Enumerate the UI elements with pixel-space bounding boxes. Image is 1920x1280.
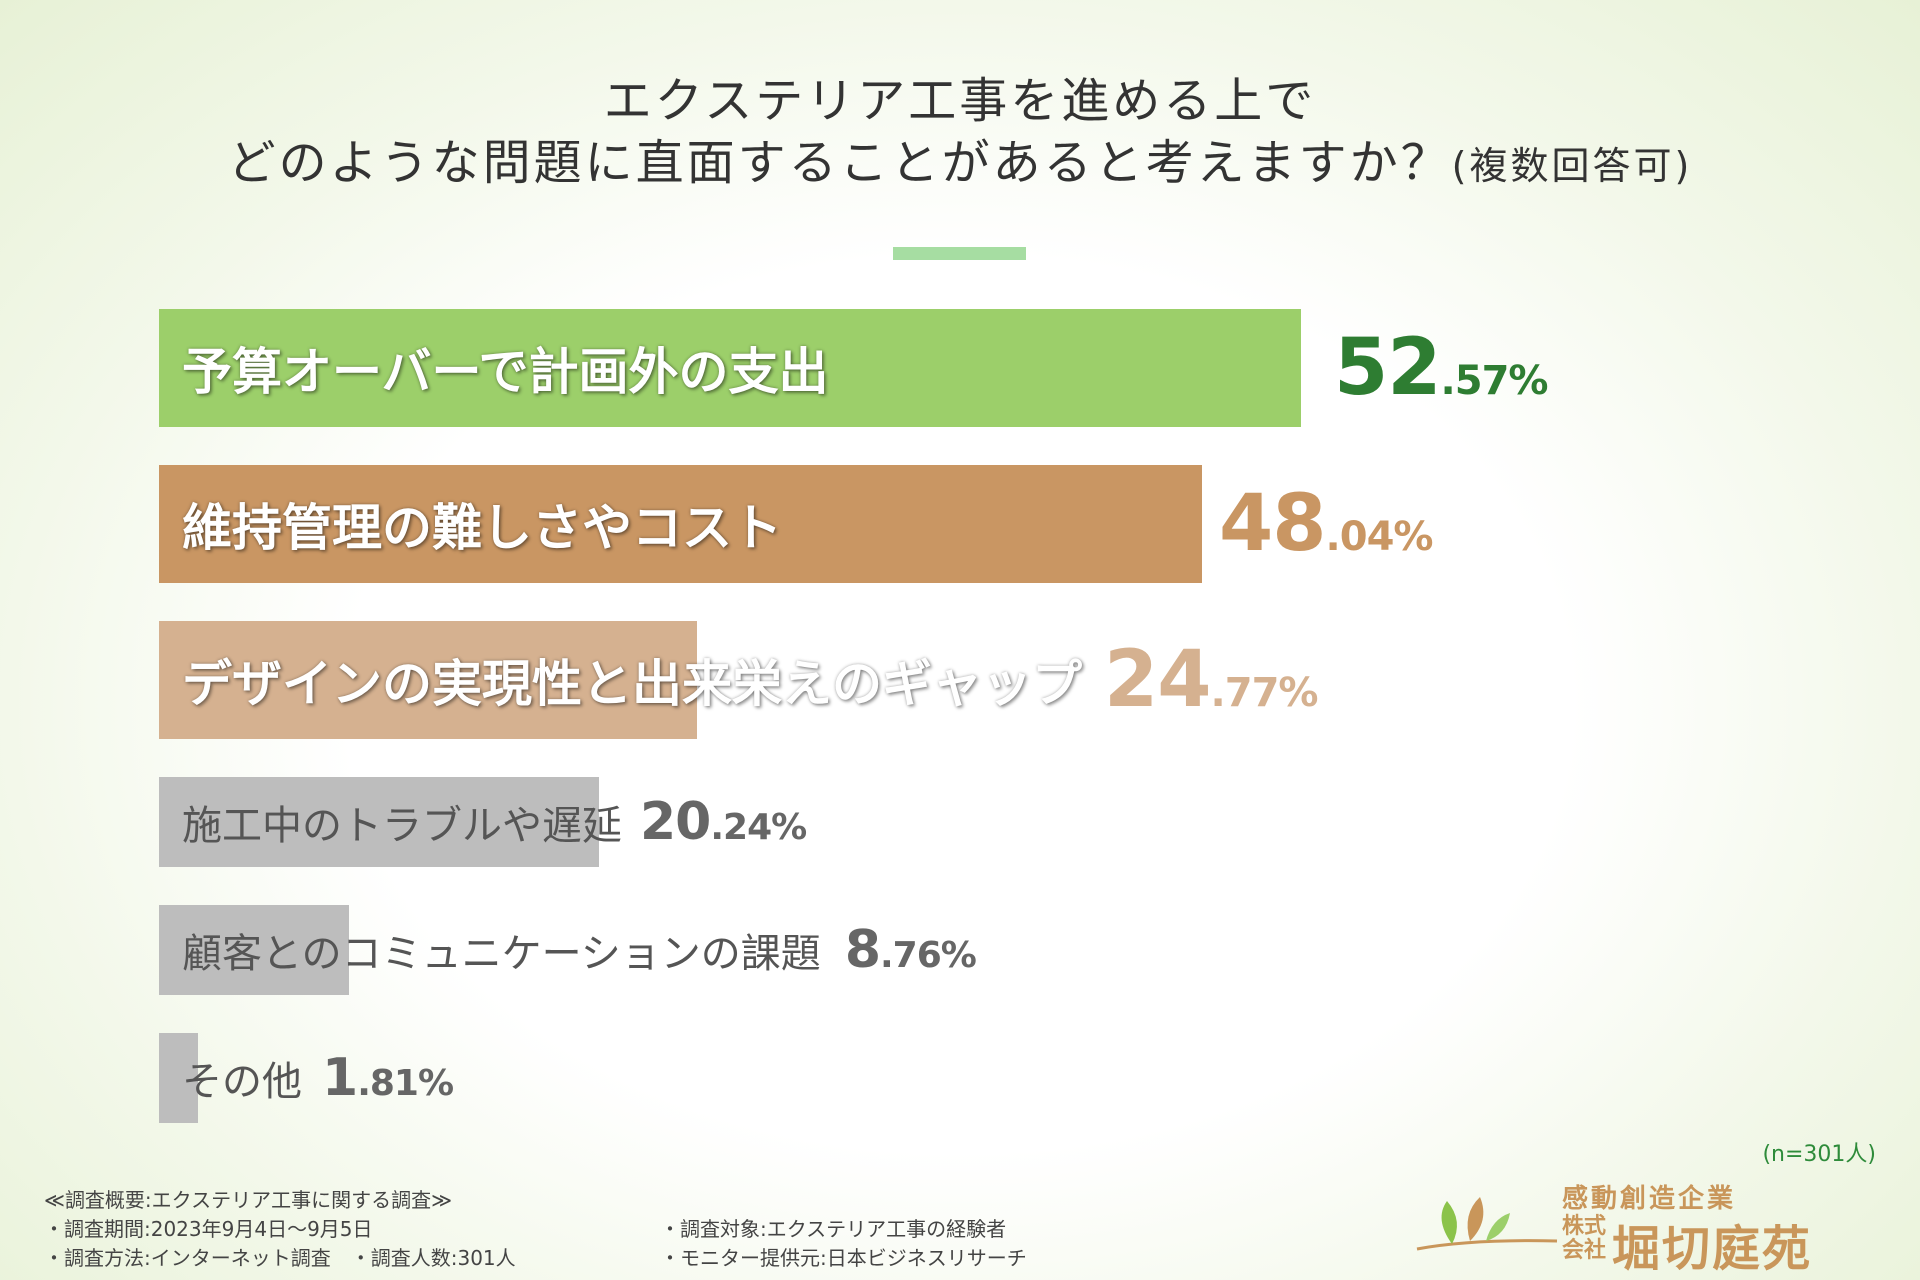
bar	[159, 777, 599, 867]
survey-overview: ≪調査概要:エクステリア工事に関する調査≫ ・調査期間:2023年9月4日〜9月…	[44, 1186, 516, 1273]
value-fraction: .77%	[1210, 670, 1319, 716]
value-label: 20.24%	[640, 792, 807, 852]
leaf-logo-icon	[1416, 1197, 1558, 1251]
category-label: 顧客とのコミュニケーションの課題	[182, 931, 821, 977]
logo-company-kind: 株式会社	[1562, 1214, 1607, 1263]
category-label: デザインの実現性と出来栄えのギャップ	[182, 655, 1082, 713]
category-label: 維持管理の難しさやコスト	[182, 499, 782, 557]
value-label: 48.04%	[1219, 479, 1434, 569]
survey-period: ・調査期間:2023年9月4日〜9月5日	[44, 1217, 373, 1241]
survey-method: ・調査方法:インターネット調査 ・調査人数:301人	[44, 1246, 516, 1270]
sample-size-note: (n=301人)	[1762, 1142, 1876, 1167]
survey-target: ・調査対象:エクステリア工事の経験者	[660, 1217, 1007, 1241]
chart-title: エクステリア工事を進める上で どのような問題に直面することがあると考えますか？(…	[0, 70, 1920, 197]
value-integer: 1	[322, 1048, 358, 1108]
survey-heading: ≪調査概要:エクステリア工事に関する調査≫	[44, 1188, 453, 1212]
survey-details: ・調査対象:エクステリア工事の経験者 ・モニター提供元:日本ビジネスリサーチ	[660, 1215, 1027, 1273]
title-question: どのような問題に直面することがあると考えますか？	[227, 135, 1452, 191]
value-fraction: .76%	[880, 935, 977, 976]
category-label: 施工中のトラブルや遅延	[182, 803, 622, 849]
title-line-1: エクステリア工事を進める上で	[603, 73, 1317, 129]
bar	[159, 465, 1202, 583]
value-fraction: .04%	[1325, 514, 1434, 560]
category-label: 予算オーバーで計画外の支出	[182, 343, 829, 401]
value-fraction: .81%	[357, 1063, 454, 1104]
value-label: 24.77%	[1104, 635, 1319, 725]
bar	[159, 309, 1301, 427]
bar	[159, 621, 697, 739]
bar	[159, 905, 349, 995]
value-integer: 52	[1334, 323, 1442, 413]
bar	[159, 1033, 198, 1123]
title-divider	[893, 247, 1026, 260]
value-integer: 20	[640, 792, 711, 852]
value-fraction: .24%	[710, 807, 807, 848]
value-integer: 24	[1104, 635, 1212, 725]
value-fraction: .57%	[1440, 358, 1549, 404]
title-line-2: どのような問題に直面することがあると考えますか？(複数回答可)	[0, 132, 1920, 197]
title-multiple-answers-note: (複数回答可)	[1451, 144, 1693, 188]
value-label: 8.76%	[844, 920, 977, 980]
value-integer: 8	[844, 920, 881, 980]
survey-provider: ・モニター提供元:日本ビジネスリサーチ	[660, 1246, 1027, 1270]
category-label: その他	[182, 1059, 302, 1105]
value-integer: 48	[1219, 479, 1327, 569]
logo-tagline: 感動創造企業	[1562, 1184, 1737, 1214]
value-label: 1.81%	[322, 1048, 454, 1108]
value-label: 52.57%	[1334, 323, 1549, 413]
company-logo: 感動創造企業 株式会社 堀切庭苑	[1412, 1175, 1892, 1277]
logo-company-name: 堀切庭苑	[1612, 1221, 1813, 1277]
